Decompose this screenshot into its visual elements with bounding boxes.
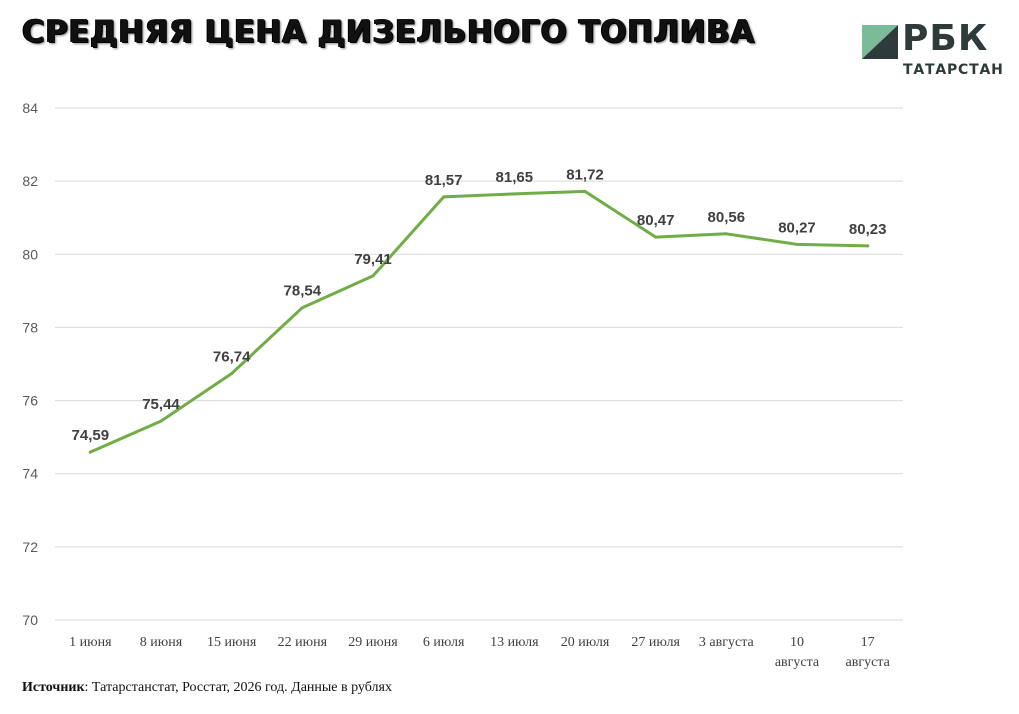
data-label: 81,72: [566, 166, 604, 183]
data-point: [583, 189, 587, 193]
data-point: [371, 274, 375, 278]
data-labels: 74,59 75,44 76,74 78,54 79,41 81,57 81,65 81,72…: [72, 166, 887, 444]
x-tick-label: 10 августа: [775, 635, 820, 670]
x-tick-label: 22 июня: [278, 635, 328, 650]
x-axis-ticks: 1 июня 8 июня 15 июня 22 июня 29 июня 6 июля 1…: [69, 635, 890, 670]
gridlines: [55, 107, 903, 621]
data-label: 80,47: [637, 212, 675, 229]
data-point: [300, 306, 304, 310]
y-tick-label: 72: [22, 539, 38, 555]
y-tick-label: 84: [22, 100, 38, 116]
x-tick-label: 6 июля: [423, 635, 465, 650]
series-line: [88, 189, 870, 454]
data-point: [88, 450, 92, 454]
logo-subtext: ТАТАРСТАН: [903, 62, 1004, 78]
x-tick-label: 8 июня: [140, 635, 183, 650]
data-label: 79,41: [354, 251, 392, 268]
x-tick-label: 17 августа: [846, 635, 891, 670]
data-label: 80,23: [849, 221, 887, 238]
source-text: : Татарстанстат, Росстат, 2026 год. Данн…: [84, 680, 392, 695]
data-label: 81,65: [496, 169, 534, 186]
data-label: 80,27: [778, 219, 816, 236]
y-tick-label: 80: [22, 246, 38, 262]
x-tick-label: 15 июня: [207, 635, 257, 650]
data-point: [724, 232, 728, 236]
data-point: [866, 244, 870, 248]
data-label: 75,44: [142, 396, 180, 413]
data-point: [512, 192, 516, 196]
data-label: 80,56: [708, 209, 746, 226]
x-tick-label: 1 июня: [69, 635, 112, 650]
data-point: [654, 235, 658, 239]
y-tick-label: 70: [22, 612, 38, 628]
data-label: 78,54: [284, 283, 322, 300]
series-layer: [88, 189, 870, 454]
logo-text: РБК: [902, 18, 989, 59]
rbc-tatarstan-logo: РБК ТАТАРСТАН: [862, 18, 1004, 82]
source-label: Источник: [22, 680, 85, 695]
data-point: [442, 195, 446, 199]
y-axis-ticks: 70 72 74 76 78 80 82 84: [22, 100, 38, 628]
y-tick-label: 76: [22, 393, 38, 409]
data-label: 76,74: [213, 349, 251, 366]
data-point: [230, 372, 234, 376]
y-tick-label: 74: [22, 466, 38, 482]
data-point: [159, 419, 163, 423]
data-label: 81,57: [425, 172, 463, 189]
y-tick-label: 82: [22, 173, 38, 189]
data-point: [795, 242, 799, 246]
x-tick-label: 29 июня: [348, 635, 398, 650]
x-tick-label: 3 августа: [699, 635, 755, 650]
x-tick-label: 20 июля: [561, 635, 610, 650]
chart-title: СРЕДНЯЯ ЦЕНА ДИЗЕЛЬНОГО ТОПЛИВА: [22, 14, 755, 50]
x-tick-label: 27 июля: [631, 635, 680, 650]
source-note: Источник: Татарстанстат, Росстат, 2026 г…: [22, 680, 392, 696]
rbc-logo-mark-icon: [862, 25, 898, 59]
y-tick-label: 78: [22, 319, 38, 335]
x-tick-label: 13 июля: [490, 635, 539, 650]
data-label: 74,59: [72, 427, 110, 444]
